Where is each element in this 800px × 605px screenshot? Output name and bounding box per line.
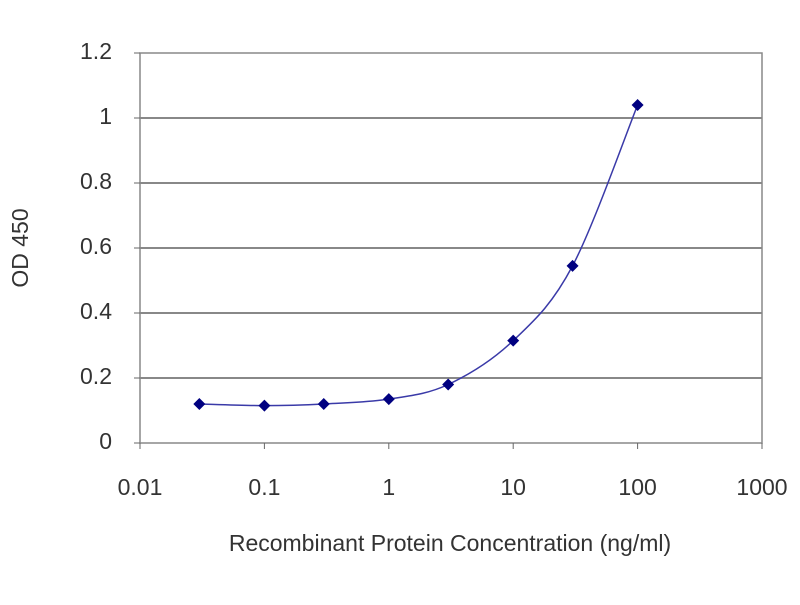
x-tick-label: 0.01 xyxy=(118,474,163,500)
y-tick-label: 1.2 xyxy=(80,38,112,64)
y-tick-label: 1 xyxy=(99,103,112,129)
x-tick-label: 100 xyxy=(618,474,656,500)
y-axis-label: OD 450 xyxy=(7,208,33,287)
x-axis-label: Recombinant Protein Concentration (ng/ml… xyxy=(229,530,671,556)
marker xyxy=(442,378,455,391)
y-tick-label: 0.4 xyxy=(80,298,112,324)
marker xyxy=(258,399,271,412)
marker xyxy=(566,259,579,272)
y-tick-label: 0 xyxy=(99,428,112,454)
x-tick-label: 0.1 xyxy=(248,474,280,500)
marker xyxy=(507,334,520,347)
y-tick-label: 0.6 xyxy=(80,233,112,259)
x-tick-label: 1000 xyxy=(736,474,787,500)
x-tick-label: 10 xyxy=(500,474,526,500)
marker xyxy=(631,99,644,111)
y-tick-label: 0.8 xyxy=(80,168,112,194)
marker xyxy=(382,393,395,406)
marker xyxy=(193,398,206,410)
y-tick-label: 0.2 xyxy=(80,363,112,389)
x-tick-label: 1 xyxy=(382,474,395,500)
marker xyxy=(317,398,330,410)
